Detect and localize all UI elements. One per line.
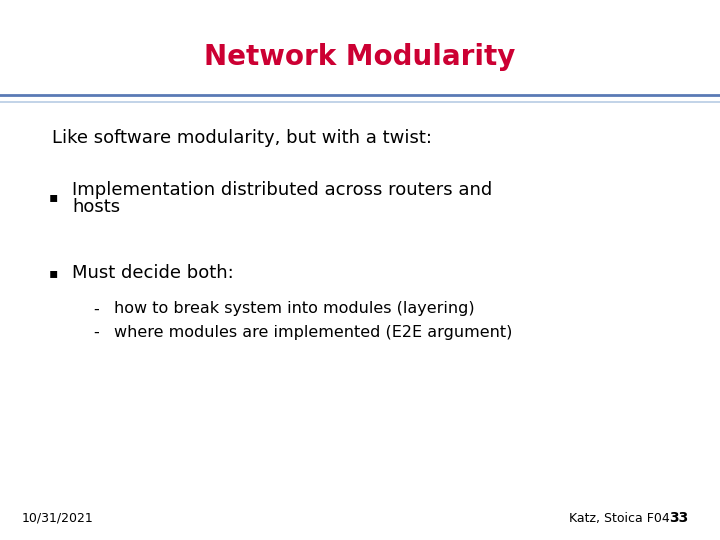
Text: ▪: ▪ (49, 190, 58, 204)
Text: where modules are implemented (E2E argument): where modules are implemented (E2E argum… (114, 325, 512, 340)
Text: Like software modularity, but with a twist:: Like software modularity, but with a twi… (52, 129, 432, 147)
Text: -: - (94, 301, 99, 316)
Text: Implementation distributed across routers and: Implementation distributed across router… (72, 181, 492, 199)
Text: Network Modularity: Network Modularity (204, 43, 516, 71)
Text: hosts: hosts (72, 198, 120, 216)
Text: Katz, Stoica F04: Katz, Stoica F04 (569, 512, 670, 525)
Text: 33: 33 (670, 511, 689, 525)
Text: Must decide both:: Must decide both: (72, 264, 234, 282)
Text: how to break system into modules (layering): how to break system into modules (layeri… (114, 301, 474, 316)
Text: -: - (94, 325, 99, 340)
Text: 10/31/2021: 10/31/2021 (22, 512, 94, 525)
Text: ▪: ▪ (49, 266, 58, 280)
